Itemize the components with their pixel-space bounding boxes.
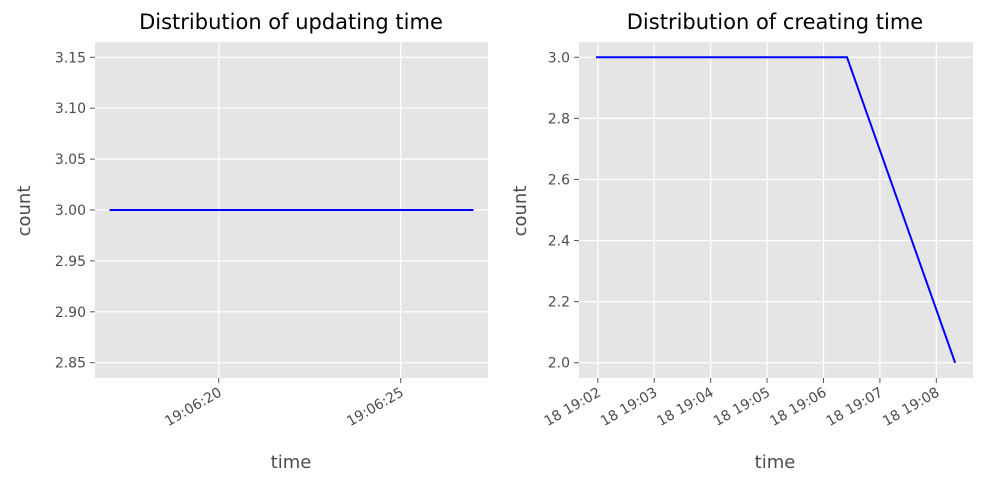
x-axis-label: time: [271, 452, 312, 473]
y-tick-label: 2.4: [548, 234, 570, 250]
x-axis-label: time: [755, 452, 796, 473]
x-tick-label: 18 19:08: [880, 385, 942, 430]
y-tick-label: 2.8: [548, 111, 570, 127]
y-tick-label: 3.00: [55, 203, 86, 219]
x-tick-label: 18 19:05: [711, 385, 773, 430]
plot-area: [579, 42, 973, 378]
y-tick-label: 2.2: [548, 295, 570, 311]
chart-title: Distribution of creating time: [627, 10, 923, 34]
chart-title: Distribution of updating time: [139, 10, 443, 34]
y-axis-label: count: [14, 186, 35, 237]
y-tick-label: 3.10: [55, 101, 86, 117]
y-axis-label: count: [510, 186, 531, 237]
y-tick-label: 2.6: [548, 172, 570, 188]
x-tick-label: 18 19:03: [598, 385, 660, 430]
y-tick-label: 3.0: [548, 50, 570, 66]
chart-updating-time: Distribution of updating time time count…: [14, 10, 488, 473]
y-tick-label: 2.90: [55, 305, 86, 321]
series-line: [595, 56, 957, 364]
y-tick-label: 3.05: [55, 152, 86, 168]
y-tick-label: 2.85: [55, 356, 86, 372]
x-tick-label: 19:06:20: [162, 385, 224, 430]
x-tick-label: 19:06:25: [344, 385, 406, 430]
y-tick-label: 2.0: [548, 356, 570, 372]
y-tick-label: 3.15: [55, 50, 86, 66]
chart-creating-time: Distribution of creating time time count…: [510, 10, 973, 473]
x-tick-label: 18 19:07: [824, 385, 886, 430]
y-tick-label: 2.95: [55, 254, 86, 270]
x-tick-label: 18 19:02: [542, 385, 604, 430]
x-tick-label: 18 19:04: [654, 385, 716, 430]
x-tick-label: 18 19:06: [767, 385, 829, 430]
